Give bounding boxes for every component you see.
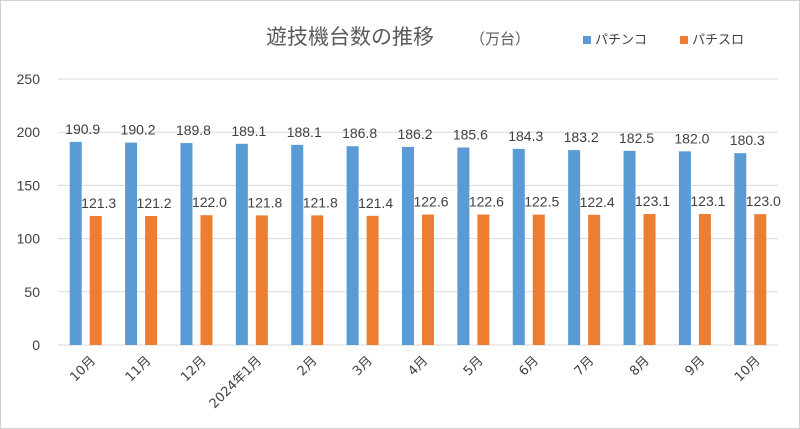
data-label-pachinko: 185.6 <box>453 127 488 143</box>
x-tick-label: 2024年1月 <box>207 354 265 412</box>
x-tick-label: 5月 <box>461 354 487 380</box>
bar-pachislot <box>532 214 545 345</box>
bar-pachislot <box>698 214 711 345</box>
data-label-pachinko: 180.3 <box>730 132 765 148</box>
y-tick-label: 250 <box>17 71 41 87</box>
bar-pachinko <box>568 150 581 345</box>
bar-pachislot <box>477 214 490 345</box>
data-label-pachislot: 122.4 <box>580 194 615 210</box>
x-tick-label: 12月 <box>178 354 209 385</box>
x-tick-label: 10月 <box>67 354 98 385</box>
data-label-pachislot: 123.0 <box>746 193 781 209</box>
bar-pachislot <box>422 214 434 345</box>
bar-pachinko <box>678 151 691 345</box>
y-tick-label: 50 <box>24 284 40 300</box>
x-tick-label: 8月 <box>627 354 653 380</box>
x-tick-label: 3月 <box>350 354 376 380</box>
x-tick-label: 2月 <box>295 354 321 380</box>
legend-label-pachinko: パチンコ <box>595 33 647 48</box>
bar-pachinko <box>125 142 138 345</box>
bar-pachislot <box>255 215 268 345</box>
bar-pachislot <box>311 215 324 345</box>
x-tick-label: 6月 <box>516 354 542 380</box>
data-label-pachinko: 188.1 <box>287 124 322 140</box>
bar-pachinko <box>402 146 414 345</box>
bar-pachinko <box>180 143 193 345</box>
data-label-pachislot: 121.8 <box>247 194 282 210</box>
x-tick-label: 11月 <box>123 354 154 385</box>
data-label-pachinko: 190.2 <box>121 122 156 138</box>
y-tick-label: 100 <box>17 231 41 247</box>
bar-pachislot <box>89 215 102 345</box>
data-label-pachislot: 123.1 <box>690 193 725 209</box>
bar-pachislot <box>200 215 213 345</box>
data-label-pachinko: 182.5 <box>619 130 654 146</box>
legend-swatch-pachislot <box>680 36 688 44</box>
data-label-pachinko: 184.3 <box>508 128 543 144</box>
data-label-pachinko: 189.8 <box>176 122 211 138</box>
data-label-pachislot: 121.2 <box>137 195 172 211</box>
bar-pachinko <box>457 147 470 345</box>
legend-swatch-pachinko <box>583 36 591 44</box>
y-tick-label: 150 <box>17 177 41 193</box>
data-label-pachislot: 123.1 <box>635 193 670 209</box>
bar-pachislot <box>145 216 158 345</box>
bar-pachinko <box>623 150 636 345</box>
data-label-pachislot: 121.3 <box>81 195 116 211</box>
data-label-pachinko: 186.2 <box>397 126 432 142</box>
bar-pachinko <box>346 146 359 345</box>
bar-pachinko <box>69 141 82 345</box>
x-tick-label: 10月 <box>732 354 763 385</box>
data-label-pachislot: 121.4 <box>358 195 393 211</box>
bar-pachinko <box>291 144 304 345</box>
x-tick-label: 9月 <box>682 354 708 380</box>
data-label-pachislot: 122.6 <box>469 194 504 210</box>
data-label-pachinko: 190.9 <box>65 121 100 137</box>
bar-pachinko <box>512 148 525 345</box>
x-tick-label: 7月 <box>572 354 598 380</box>
data-label-pachinko: 183.2 <box>564 129 599 145</box>
y-tick-label: 0 <box>32 337 40 353</box>
chart-title: 遊技機台数の推移 <box>266 25 434 49</box>
data-label-pachinko: 186.8 <box>342 125 377 141</box>
y-tick-label: 200 <box>17 124 41 140</box>
bar-pachinko <box>734 153 747 345</box>
bar-pachislot <box>366 215 379 345</box>
data-label-pachislot: 122.5 <box>524 194 559 210</box>
x-tick-label: 4月 <box>406 354 432 380</box>
bar-pachislot <box>588 214 601 345</box>
data-label-pachislot: 122.6 <box>413 194 448 210</box>
legend-label-pachislot: パチスロ <box>692 33 744 48</box>
chart-subtitle: （万台） <box>470 30 530 48</box>
bar-pachinko <box>235 143 248 345</box>
data-label-pachinko: 182.0 <box>674 130 709 146</box>
data-label-pachislot: 122.0 <box>192 194 227 210</box>
bar-pachislot <box>754 214 767 345</box>
data-label-pachislot: 121.8 <box>303 194 338 210</box>
data-label-pachinko: 189.1 <box>231 123 266 139</box>
bar-pachislot <box>643 214 656 345</box>
